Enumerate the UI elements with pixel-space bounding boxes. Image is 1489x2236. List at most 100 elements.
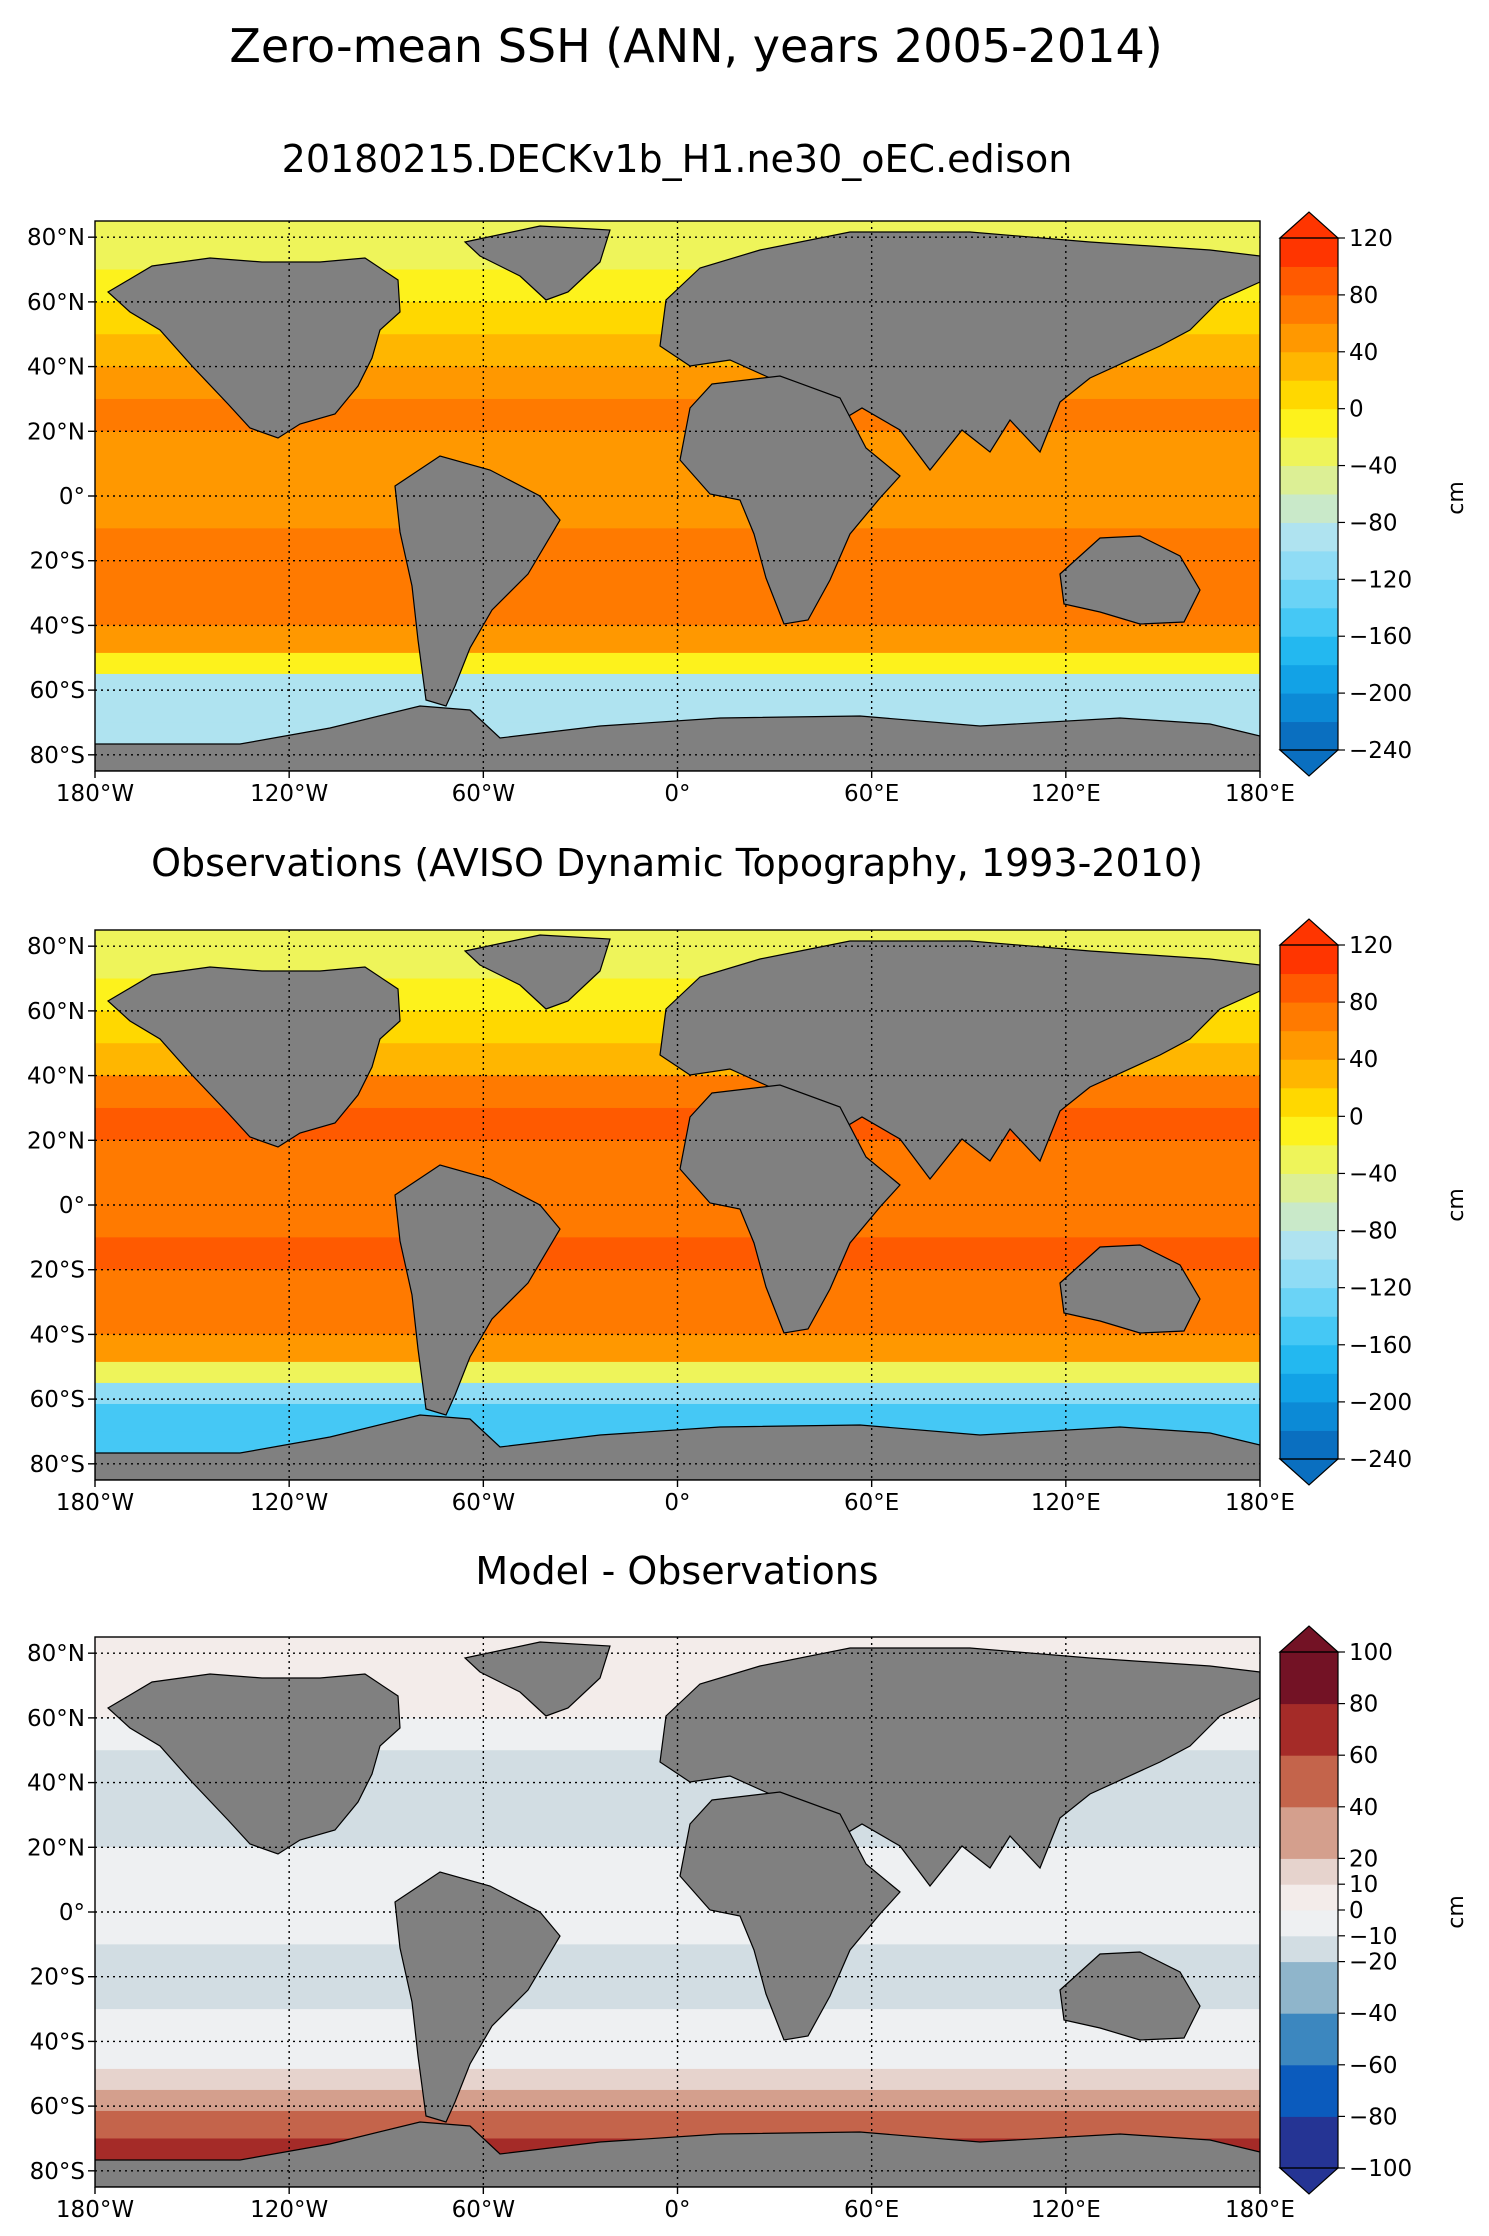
ssh-band xyxy=(95,1847,1260,1881)
colorbar-segment xyxy=(1280,1430,1338,1460)
lat-tick-label: 40°N xyxy=(27,1064,85,1090)
colorbar-tick-label: 0 xyxy=(1349,1898,1364,1924)
panel-title: Model - Observations xyxy=(475,1549,878,1593)
lat-tick-label: 80°S xyxy=(30,743,85,769)
colorbar-segment xyxy=(1280,380,1338,410)
colorbar-tick-label: −240 xyxy=(1349,738,1412,764)
lon-axis: 180°W 120°W 60°W 0° 60°E 120°E 180°E xyxy=(56,1480,1295,1516)
lon-tick-label: 180°W xyxy=(56,2197,134,2223)
colorbar-tick-label: −80 xyxy=(1349,510,1398,536)
ssh-band xyxy=(95,431,1260,465)
lon-tick-label: 180°E xyxy=(1225,2197,1295,2223)
graticule xyxy=(95,1637,1260,2187)
lat-tick-label: 80°N xyxy=(27,934,85,960)
lon-tick-label: 0° xyxy=(664,781,690,807)
colorbar-segment xyxy=(1280,323,1338,353)
lon-tick-label: 180°E xyxy=(1225,781,1295,807)
colorbar-segment xyxy=(1280,1116,1338,1146)
lat-tick-label: 20°S xyxy=(30,549,85,575)
continent-south-america xyxy=(394,1871,561,2123)
lat-tick-label: 0° xyxy=(59,484,85,510)
colorbar-tick-label: −20 xyxy=(1349,1950,1398,1976)
lon-tick-label: 60°W xyxy=(452,781,516,807)
colorbar-segment xyxy=(1280,351,1338,381)
lon-axis: 180°W 120°W 60°W 0° 60°E 120°E 180°E xyxy=(56,2187,1295,2223)
colorbar-tick-label: −200 xyxy=(1349,681,1412,707)
ssh-band xyxy=(95,496,1260,529)
lon-tick-label: 60°E xyxy=(844,781,899,807)
colorbar-segment xyxy=(1280,294,1338,324)
graticule xyxy=(95,930,1260,1480)
lat-tick-label: 60°N xyxy=(27,1706,85,1732)
colorbar-tick-label: −80 xyxy=(1349,2104,1398,2130)
continent-australia xyxy=(1059,535,1201,625)
lat-tick-label: 20°S xyxy=(30,1965,85,1991)
lat-tick-label: 60°N xyxy=(27,999,85,1025)
lat-tick-label: 20°S xyxy=(30,1258,85,1284)
colorbar-tick-label: −40 xyxy=(1349,454,1398,480)
colorbar-tick-label: −120 xyxy=(1349,1276,1412,1302)
colorbar-extend-max xyxy=(1278,211,1340,239)
continent-australia xyxy=(1059,1951,1201,2041)
lat-tick-label: 80°S xyxy=(30,1452,85,1478)
continent-south-america xyxy=(394,455,561,707)
colorbar-segment xyxy=(1280,1230,1338,1260)
ssh-band xyxy=(95,652,1260,675)
colorbar-segment xyxy=(1280,693,1338,723)
colorbar-tick-label: 120 xyxy=(1349,933,1393,959)
lat-tick-label: 60°S xyxy=(30,678,85,704)
lat-tick-label: 60°S xyxy=(30,2094,85,2120)
lon-tick-label: 180°W xyxy=(56,781,134,807)
lon-tick-label: 180°E xyxy=(1225,1490,1295,1516)
colorbar-segment xyxy=(1280,1884,1338,1911)
lon-tick-label: 120°W xyxy=(250,1490,328,1516)
colorbar-segment xyxy=(1280,945,1338,975)
lat-axis: 80°N 60°N 40°N 20°N 0° 20°S 40°S 60°S 80°S xyxy=(27,934,95,1478)
colorbar-tick-label: −10 xyxy=(1349,1924,1398,1950)
ssh-band xyxy=(95,1140,1260,1174)
colorbar-segment xyxy=(1280,1344,1338,1374)
ssh-band xyxy=(95,1361,1260,1384)
ssh-band xyxy=(95,1205,1260,1238)
map-plot-area xyxy=(95,930,1260,1480)
lon-tick-label: 0° xyxy=(664,2197,690,2223)
continent-australia xyxy=(1059,1244,1201,1334)
colorbar-tick-label: 0 xyxy=(1349,1104,1364,1130)
ssh-band xyxy=(95,1403,1260,1433)
lon-tick-label: 180°W xyxy=(56,1490,134,1516)
colorbar-segment xyxy=(1280,1316,1338,1346)
map-plot-area xyxy=(95,221,1260,771)
colorbar-tick-label: −160 xyxy=(1349,1333,1412,1359)
lon-tick-label: 120°E xyxy=(1031,2197,1101,2223)
lon-tick-label: 120°E xyxy=(1031,1490,1101,1516)
colorbar-tick-label: 0 xyxy=(1349,397,1364,423)
colorbar-segment xyxy=(1280,1961,1338,2014)
colorbar-segment xyxy=(1280,1910,1338,1937)
colorbar-tick-label: −160 xyxy=(1349,624,1412,650)
colorbar-tick-label: 80 xyxy=(1349,990,1378,1016)
lon-tick-label: 120°E xyxy=(1031,781,1101,807)
colorbar-tick-label: 40 xyxy=(1349,1047,1378,1073)
colorbar-segment xyxy=(1280,550,1338,580)
colorbar-segment xyxy=(1280,579,1338,609)
ssh-band xyxy=(95,1637,1260,1654)
colorbar-tick-label: −120 xyxy=(1349,567,1412,593)
colorbar-segment xyxy=(1280,1002,1338,1032)
continent-north-america xyxy=(106,966,401,1148)
lat-tick-label: 80°N xyxy=(27,225,85,251)
colorbar-segment xyxy=(1280,1259,1338,1289)
colorbar-segment xyxy=(1280,266,1338,296)
ssh-band xyxy=(95,221,1260,238)
map-plot-area xyxy=(95,1637,1260,2187)
colorbar-segment xyxy=(1280,664,1338,694)
colorbar-extend-max xyxy=(1278,1625,1340,1653)
colorbar-segment xyxy=(1280,522,1338,552)
ssh-band xyxy=(95,2110,1260,2140)
colorbar-tick-label: 60 xyxy=(1349,1743,1378,1769)
lat-tick-label: 40°S xyxy=(30,2029,85,2055)
colorbar-extend-min xyxy=(1278,2167,1340,2195)
colorbar-segment xyxy=(1280,2116,1338,2169)
colorbar-extend-min xyxy=(1278,1458,1340,1486)
colorbar-segment xyxy=(1280,1703,1338,1756)
